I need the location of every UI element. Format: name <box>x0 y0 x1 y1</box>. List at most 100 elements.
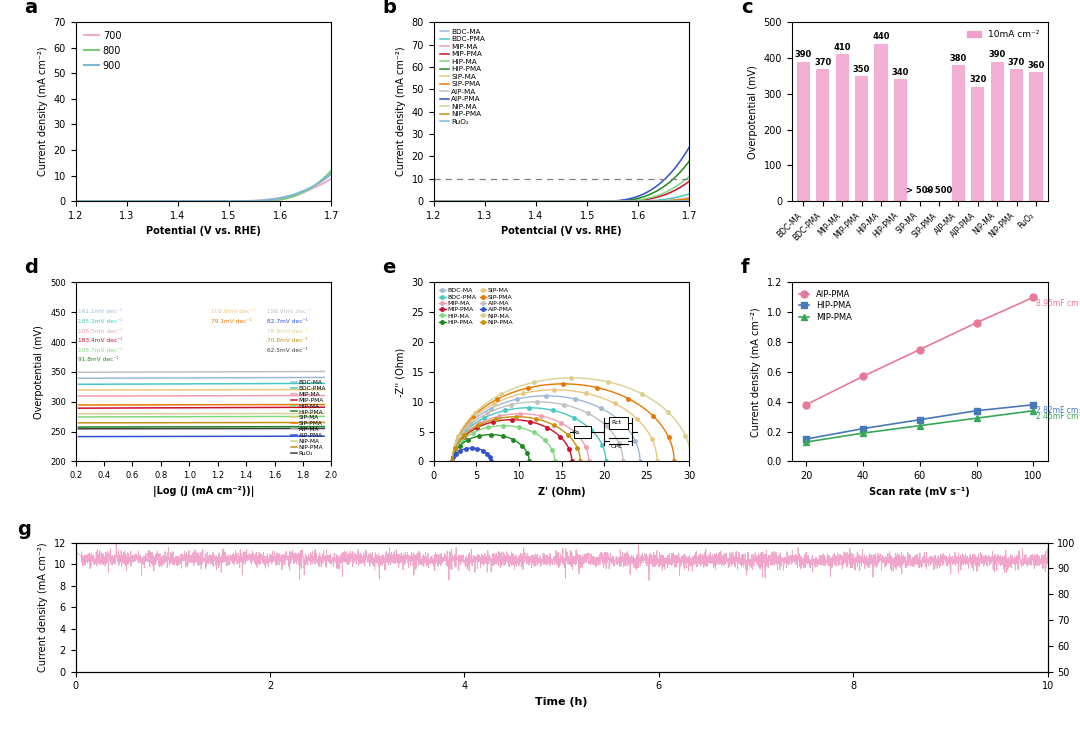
NIP-MA <box>222 409 235 418</box>
MIP-PMA <box>202 403 215 412</box>
AIP-MA <box>217 368 230 376</box>
SIP-PMA <box>77 401 90 410</box>
RuO₂ <box>428 197 441 206</box>
800 <box>279 194 292 203</box>
NIP-PMA <box>147 418 160 427</box>
MIP-MA <box>247 391 260 400</box>
NIP-PMA <box>637 197 650 206</box>
BDC-PMA <box>262 379 275 388</box>
SIP-PMA <box>566 197 579 206</box>
Text: 390: 390 <box>795 50 812 59</box>
SIP-PMA <box>103 401 116 410</box>
AIP-PMA <box>167 432 180 441</box>
RuO₂ <box>243 424 256 433</box>
Bar <box>990 61 1003 201</box>
BDC-MA <box>117 373 130 382</box>
HIP-MA <box>677 177 690 186</box>
HIP-PMA <box>262 422 275 431</box>
AIP-MA <box>107 368 120 376</box>
BDC-PMA <box>499 406 512 415</box>
AIP-MA <box>578 407 591 416</box>
AIP-PMA <box>308 432 321 441</box>
MIP-MA <box>147 391 160 400</box>
SIP-MA <box>238 385 251 394</box>
Text: 2.45mF cm⁻²: 2.45mF cm⁻² <box>1036 413 1080 421</box>
RuO₂ <box>268 424 281 433</box>
AIP-PMA <box>459 444 472 453</box>
MIP-MA <box>581 446 594 455</box>
HIP-PMA <box>550 197 563 206</box>
MIP-PMA <box>550 197 563 206</box>
NIP-MA <box>283 409 296 418</box>
NIP-PMA <box>497 413 510 422</box>
RuO₂ <box>143 424 156 433</box>
AIP-MA <box>173 368 186 376</box>
SIP-PMA <box>112 401 125 410</box>
SIP-MA <box>122 385 135 394</box>
Line: HIP-PMA: HIP-PMA <box>802 401 1037 443</box>
SIP-MA <box>147 385 160 394</box>
Text: 340: 340 <box>892 69 909 77</box>
NIP-MA <box>198 410 211 418</box>
Text: 380: 380 <box>949 54 967 63</box>
SIP-MA <box>173 385 186 394</box>
SIP-PMA <box>198 400 211 409</box>
SIP-MA <box>107 385 120 394</box>
RuO₂ <box>137 424 150 433</box>
SIP-MA <box>137 385 150 394</box>
MIP-PMA <box>243 403 256 412</box>
AIP-PMA <box>302 432 315 441</box>
NIP-MA <box>677 197 690 206</box>
AIP-PMA <box>112 432 125 441</box>
AIP-MA <box>87 368 100 376</box>
HIP-MA <box>272 412 285 421</box>
900 <box>190 197 203 206</box>
BDC-MA <box>566 197 579 206</box>
Text: 91.8mV dec⁻¹: 91.8mV dec⁻¹ <box>79 357 119 362</box>
MIP-MA <box>232 391 245 400</box>
BDC-PMA <box>207 379 220 388</box>
HIP-MA <box>147 413 160 421</box>
AIP-PMA <box>202 432 215 441</box>
MIP-MA <box>202 391 215 400</box>
AIP-PMA <box>482 451 495 460</box>
MIP-MA <box>262 391 275 400</box>
HIP-PMA <box>127 423 140 432</box>
AIP-MA <box>428 197 441 206</box>
BDC-MA <box>198 373 211 382</box>
MIP-PMA <box>446 457 459 466</box>
SIP-PMA <box>147 401 160 410</box>
BDC-MA <box>177 373 190 382</box>
AIP-PMA <box>298 432 311 441</box>
SIP-MA <box>72 386 85 395</box>
NIP-PMA <box>158 418 171 427</box>
AIP-MA <box>298 367 311 376</box>
HIP-MA <box>183 413 195 421</box>
Text: 370: 370 <box>814 58 832 66</box>
MIP-PMA <box>558 438 571 446</box>
HIP-MA <box>127 413 140 421</box>
AIP-PMA <box>677 152 690 161</box>
MIP-PMA <box>77 404 90 413</box>
MIP-MA <box>549 197 562 206</box>
HIP-MA <box>293 412 306 421</box>
BDC-PMA <box>192 379 205 388</box>
BDC-PMA <box>318 379 330 387</box>
NIP-MA <box>247 409 260 418</box>
HIP-MA <box>258 412 271 421</box>
Line: BDC-PMA: BDC-PMA <box>450 406 608 463</box>
NIP-MA <box>446 457 459 466</box>
RuO₂ <box>293 424 306 433</box>
SIP-PMA <box>637 197 650 206</box>
AIP-PMA <box>484 454 497 463</box>
RuO₂ <box>213 424 226 433</box>
NIP-MA <box>92 410 105 418</box>
AIP-MA <box>258 368 271 376</box>
BDC-PMA <box>222 379 235 388</box>
MIP-PMA <box>799 438 812 446</box>
HIP-MA <box>202 413 215 421</box>
SIP-PMA <box>222 400 235 409</box>
NIP-PMA <box>232 418 245 427</box>
RuO₂ <box>313 424 326 433</box>
AIP-MA <box>683 196 696 205</box>
